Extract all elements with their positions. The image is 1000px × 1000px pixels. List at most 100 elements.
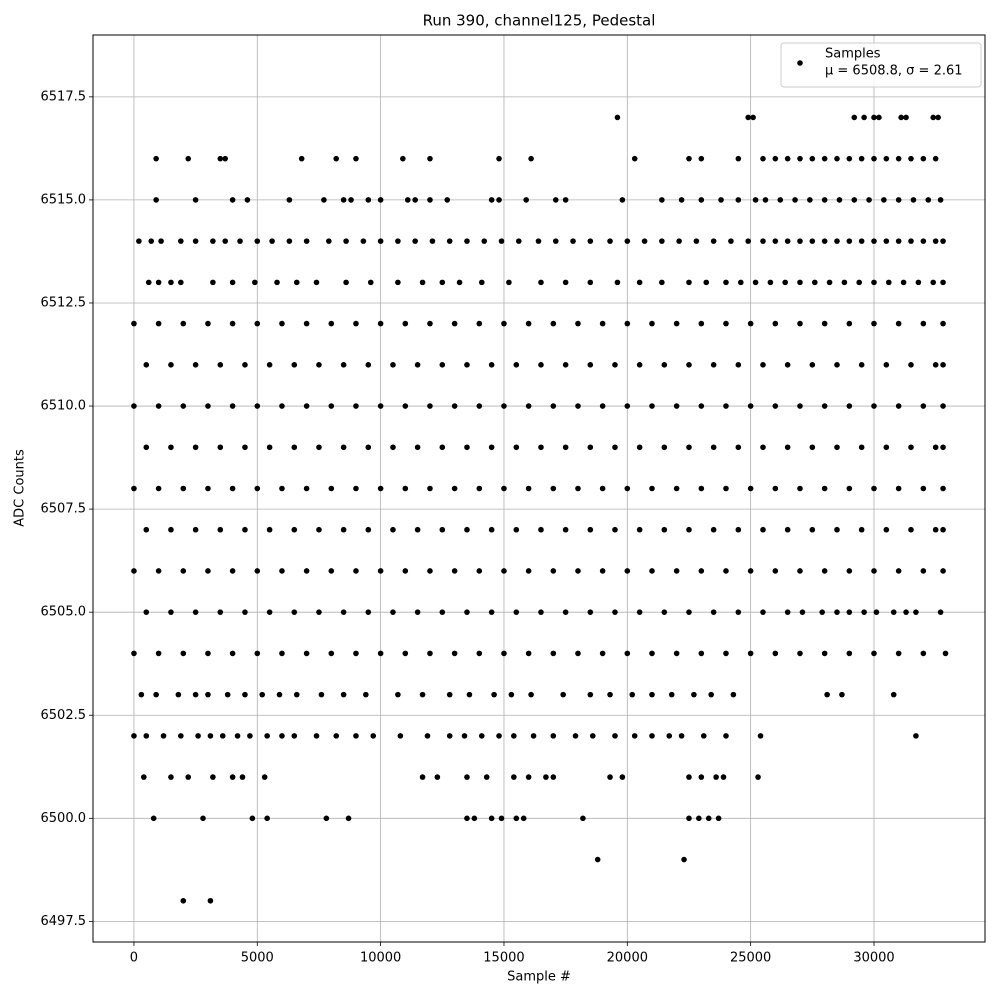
point <box>686 815 692 822</box>
point <box>846 320 853 327</box>
point <box>693 238 700 244</box>
point <box>323 815 330 822</box>
point <box>871 650 877 657</box>
point <box>552 238 559 244</box>
point <box>168 444 174 451</box>
point <box>668 691 675 698</box>
point <box>772 485 779 492</box>
point <box>710 444 717 451</box>
point <box>404 197 411 203</box>
point <box>148 238 155 244</box>
point <box>538 362 544 368</box>
point <box>809 238 816 244</box>
legend-box <box>780 42 982 88</box>
point <box>723 733 729 739</box>
point <box>587 279 594 286</box>
point <box>575 403 581 409</box>
x-tick-label: 5000 <box>241 951 274 966</box>
point <box>903 114 909 121</box>
x-tick-label: 30000 <box>853 951 894 966</box>
legend-note: μ = 6508.8, σ = 2.61 <box>825 64 963 79</box>
point <box>550 733 557 739</box>
point <box>772 320 779 327</box>
point <box>649 650 655 657</box>
point <box>575 650 581 657</box>
point <box>291 444 298 451</box>
point <box>735 609 742 615</box>
point <box>205 568 211 574</box>
point <box>784 609 791 615</box>
point <box>153 691 159 698</box>
point <box>942 650 949 657</box>
point <box>910 197 917 203</box>
point <box>180 403 187 409</box>
point <box>735 526 742 533</box>
point <box>876 114 882 121</box>
point <box>587 238 594 244</box>
point <box>723 568 729 574</box>
point <box>661 444 668 451</box>
point <box>397 733 404 739</box>
point <box>908 238 914 244</box>
point <box>528 155 534 162</box>
point <box>940 320 946 327</box>
point <box>513 609 520 615</box>
point <box>612 609 618 615</box>
point <box>180 897 187 904</box>
point <box>883 238 890 244</box>
y-tick-label: 6517.5 <box>41 89 87 104</box>
point <box>686 155 692 162</box>
point <box>915 279 922 286</box>
point <box>328 403 335 409</box>
point <box>525 774 532 780</box>
point <box>836 197 843 203</box>
point <box>143 526 150 533</box>
point <box>476 650 483 657</box>
point <box>895 155 902 162</box>
point <box>649 568 655 574</box>
point <box>316 362 322 368</box>
point <box>367 279 374 286</box>
point <box>649 320 655 327</box>
point <box>377 568 384 574</box>
point <box>720 774 727 780</box>
point <box>478 733 485 739</box>
point <box>700 733 707 739</box>
point <box>767 279 774 286</box>
point <box>937 609 944 615</box>
point <box>192 691 199 698</box>
point <box>192 238 199 244</box>
point <box>631 733 638 739</box>
y-tick-label: 6497.5 <box>41 914 87 929</box>
point <box>890 691 897 698</box>
point <box>730 691 737 698</box>
point <box>155 485 162 492</box>
y-tick-label: 6505.0 <box>41 605 87 620</box>
point <box>353 485 359 492</box>
point <box>900 279 907 286</box>
point <box>313 733 320 739</box>
point <box>353 403 359 409</box>
point <box>439 609 446 615</box>
point <box>530 733 537 739</box>
point <box>168 362 174 368</box>
point <box>242 444 248 451</box>
point <box>925 197 932 203</box>
point <box>737 279 744 286</box>
point <box>612 362 618 368</box>
point <box>205 320 211 327</box>
point <box>254 568 261 574</box>
point <box>291 733 298 739</box>
point <box>328 320 335 327</box>
point <box>168 609 174 615</box>
point <box>427 155 433 162</box>
point <box>192 362 199 368</box>
point <box>229 320 236 327</box>
point <box>809 526 816 533</box>
point <box>155 279 162 286</box>
point <box>175 691 182 698</box>
point <box>841 279 848 286</box>
point <box>266 362 273 368</box>
point <box>935 114 941 121</box>
point <box>846 568 853 574</box>
